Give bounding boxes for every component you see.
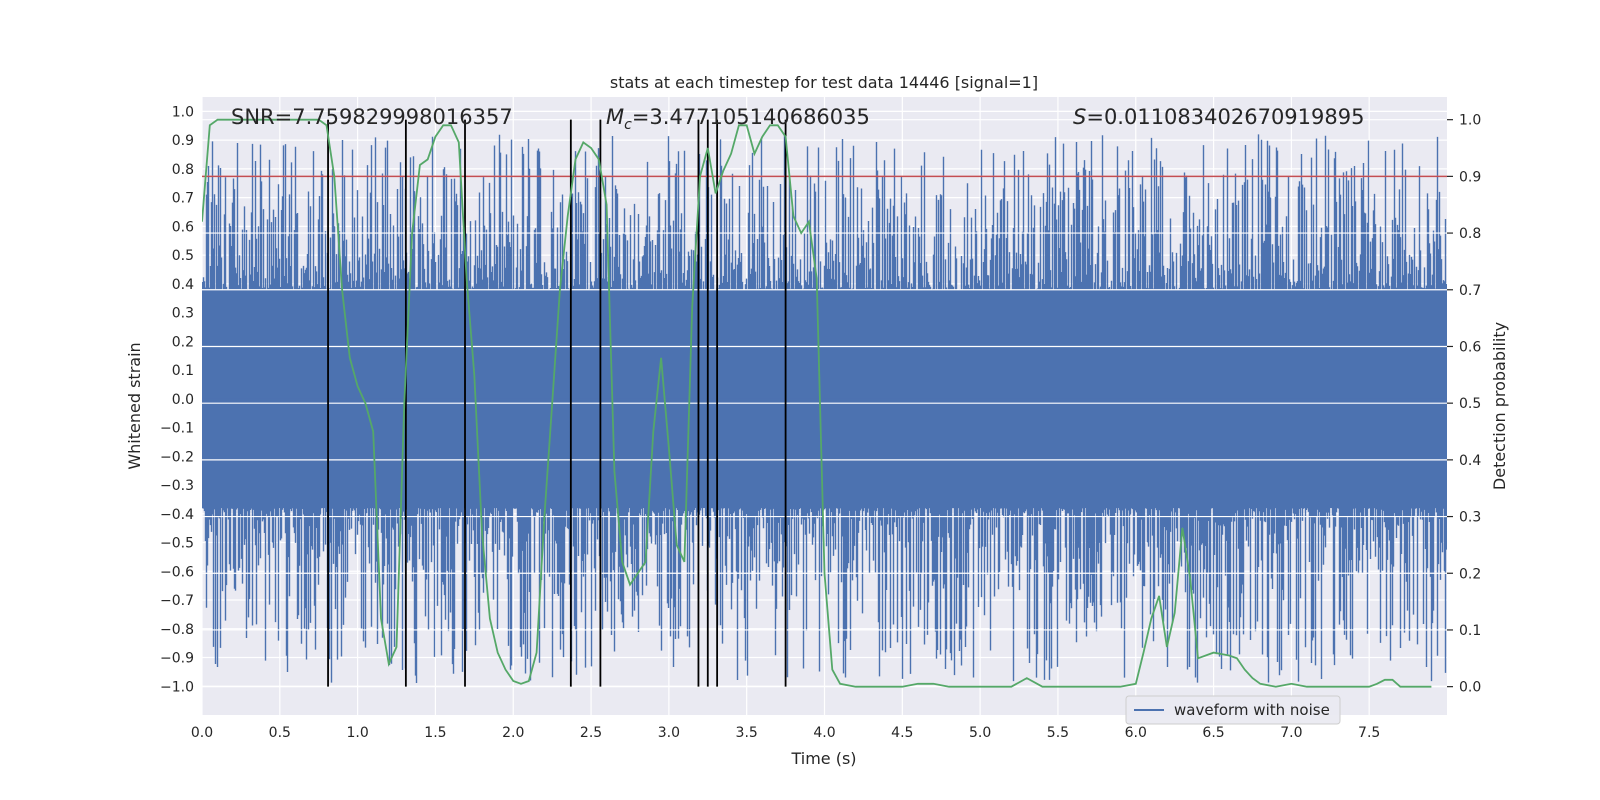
y2-axis-ticks: 1.0 0.9 0.8 0.7 0.6 0.5 0.4 0.3 0.2 0.1 0.0 bbox=[1447, 113, 1481, 696]
y2-tick-label: 0.8 bbox=[1459, 226, 1481, 242]
s-annotation: S=0.011083402670919895 bbox=[1073, 105, 1364, 129]
y-tick-label: 0.7 bbox=[172, 191, 194, 207]
x-tick-label: 0.5 bbox=[269, 725, 291, 741]
y-tick-label: −0.4 bbox=[160, 507, 194, 523]
snr-annotation: SNR=7.759829998016357 bbox=[231, 105, 513, 129]
y-tick-label: −0.3 bbox=[160, 478, 194, 494]
waveform-lower bbox=[202, 398, 1447, 684]
detection-probability-line bbox=[202, 118, 1432, 688]
y-tick-label: 0.9 bbox=[172, 133, 194, 149]
y2-axis-label: Detection probability bbox=[1490, 322, 1509, 490]
chirp-mass-annotation: Mc=3.477105140686035 bbox=[606, 105, 870, 133]
y-tick-label: 0.1 bbox=[172, 363, 194, 379]
x-tick-label: 2.5 bbox=[580, 725, 602, 741]
x-tick-label: 0.0 bbox=[191, 725, 213, 741]
x-tick-label: 6.5 bbox=[1202, 725, 1224, 741]
y-tick-label: 0.2 bbox=[172, 334, 194, 350]
y-tick-label: 0.5 bbox=[172, 248, 194, 264]
y-tick-label: −1.0 bbox=[160, 679, 194, 695]
y-tick-label: 0.0 bbox=[172, 392, 194, 408]
y2-tick-label: 0.4 bbox=[1459, 453, 1481, 469]
x-axis-label: Time (s) bbox=[790, 749, 856, 768]
x-tick-label: 5.0 bbox=[969, 725, 991, 741]
chart-title: stats at each timestep for test data 144… bbox=[610, 73, 1038, 92]
y-tick-label: −0.6 bbox=[160, 564, 194, 580]
x-tick-label: 3.5 bbox=[736, 725, 758, 741]
y2-tick-label: 0.3 bbox=[1459, 510, 1481, 526]
waveform-series bbox=[202, 119, 1447, 688]
y-tick-label: −0.7 bbox=[160, 593, 194, 609]
x-tick-label: 3.0 bbox=[658, 725, 680, 741]
legend: waveform with noise bbox=[1125, 695, 1341, 725]
s-symbol: S bbox=[1073, 105, 1086, 129]
y-tick-label: 0.8 bbox=[172, 162, 194, 178]
y-axis-label: Whitened strain bbox=[125, 342, 144, 469]
y2-tick-label: 0.9 bbox=[1459, 169, 1481, 185]
y2-tick-label: 0.6 bbox=[1459, 339, 1481, 355]
y2-tick-label: 0.1 bbox=[1459, 623, 1481, 639]
chirp-mass-symbol: M bbox=[606, 105, 624, 129]
x-tick-label: 5.5 bbox=[1047, 725, 1069, 741]
x-tick-label: 6.0 bbox=[1125, 725, 1147, 741]
legend-label: waveform with noise bbox=[1174, 701, 1330, 719]
y2-tick-label: 0.5 bbox=[1459, 396, 1481, 412]
x-tick-label: 1.0 bbox=[346, 725, 368, 741]
y2-tick-label: 1.0 bbox=[1459, 113, 1481, 129]
x-tick-label: 7.0 bbox=[1280, 725, 1302, 741]
y2-tick-label: 0.2 bbox=[1459, 566, 1481, 582]
x-tick-label: 4.0 bbox=[813, 725, 835, 741]
s-value: =0.011083402670919895 bbox=[1086, 105, 1364, 129]
y-tick-label: −0.9 bbox=[160, 651, 194, 667]
event-markers bbox=[327, 119, 787, 687]
y-tick-label: −0.2 bbox=[160, 449, 194, 465]
x-tick-label: 1.5 bbox=[424, 725, 446, 741]
y-axis-ticks: 1.0 0.9 0.8 0.7 0.6 0.5 0.4 0.3 0.2 0.1 0.0 −0.1 −0.… bbox=[160, 104, 194, 695]
x-tick-label: 7.5 bbox=[1358, 725, 1380, 741]
x-tick-label: 4.5 bbox=[891, 725, 913, 741]
y2-tick-label: 0.0 bbox=[1459, 680, 1481, 696]
x-tick-label: 2.0 bbox=[502, 725, 524, 741]
waveform-upper bbox=[202, 134, 1447, 399]
chirp-mass-value: =3.477105140686035 bbox=[632, 105, 870, 129]
x-axis-ticks: 0.0 0.5 1.0 1.5 2.0 2.5 3.0 3.5 4.0 4.5 5.0 5.5 6.0 6… bbox=[191, 725, 1380, 741]
y-tick-label: 0.3 bbox=[172, 306, 194, 322]
y-tick-label: 0.6 bbox=[172, 219, 194, 235]
y-tick-label: −0.5 bbox=[160, 536, 194, 552]
chirp-mass-subscript: c bbox=[624, 117, 632, 133]
y2-tick-label: 0.7 bbox=[1459, 283, 1481, 299]
y-tick-label: 1.0 bbox=[172, 104, 194, 120]
y-tick-label: −0.1 bbox=[160, 421, 194, 437]
y-tick-label: −0.8 bbox=[160, 622, 194, 638]
y-tick-label: 0.4 bbox=[172, 277, 194, 293]
legend-box bbox=[1125, 695, 1341, 725]
